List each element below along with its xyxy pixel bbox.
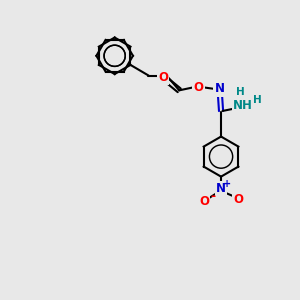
Text: H: H	[253, 95, 261, 105]
Text: O: O	[194, 81, 203, 94]
Text: O: O	[199, 195, 209, 208]
Text: NH: NH	[233, 99, 253, 112]
Text: O: O	[233, 193, 243, 206]
Text: H: H	[236, 87, 244, 97]
Text: O: O	[158, 70, 168, 84]
Text: N: N	[214, 82, 225, 95]
Text: N: N	[216, 182, 226, 196]
Text: -: -	[211, 190, 216, 202]
Text: +: +	[224, 179, 232, 189]
